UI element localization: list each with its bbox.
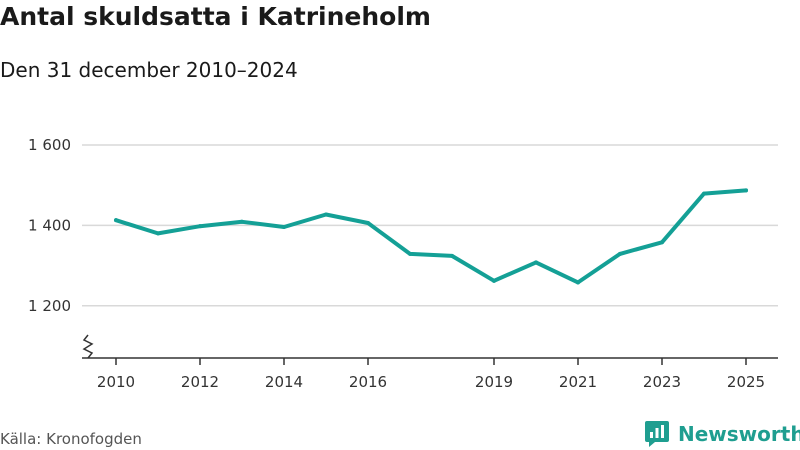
data-point: [618, 251, 622, 256]
y-tick-label: 1 600: [28, 136, 71, 154]
x-tick-label: 2025: [727, 373, 765, 391]
series-line: [114, 188, 748, 285]
data-point: [366, 220, 370, 225]
axis-break-icon: [82, 334, 94, 359]
x-tick-label: 2010: [97, 373, 135, 391]
x-tick-label: 2019: [475, 373, 513, 391]
x-tick-label: 2016: [349, 373, 387, 391]
data-point: [576, 280, 580, 285]
data-point: [534, 260, 538, 265]
data-point: [240, 219, 244, 224]
chart-title: Antal skuldsatta i Katrineholm: [0, 2, 431, 31]
y-tick-label: 1 200: [28, 297, 71, 315]
data-point: [408, 251, 412, 256]
x-tick-label: 2023: [643, 373, 681, 391]
brand-logo: Newsworthy: [644, 420, 800, 448]
x-tick-label: 2021: [559, 373, 597, 391]
data-point: [324, 212, 328, 217]
chart-subtitle: Den 31 december 2010–2024: [0, 58, 298, 82]
data-point: [660, 240, 664, 245]
data-point: [450, 253, 454, 258]
y-axis-labels: 1 200 1 400 1 600: [28, 136, 71, 315]
source-note: Källa: Kronofogden: [0, 430, 142, 448]
grid-lines: [82, 144, 778, 307]
data-point: [492, 278, 496, 283]
x-axis: [82, 334, 778, 365]
data-point: [744, 188, 748, 193]
x-axis-labels: 2010 2012 2014 2016 2019 2021 2023 2025: [97, 373, 765, 391]
brand-name: Newsworthy: [678, 422, 800, 446]
y-tick-label: 1 400: [28, 216, 71, 234]
data-point: [114, 218, 118, 223]
series-lines: [114, 188, 748, 285]
data-point: [702, 191, 706, 196]
x-tick-label: 2012: [181, 373, 219, 391]
data-point: [156, 231, 160, 236]
data-point: [198, 224, 202, 229]
x-tick-label: 2014: [265, 373, 303, 391]
newsworthy-logo-icon: [645, 421, 669, 447]
data-point: [282, 224, 286, 229]
